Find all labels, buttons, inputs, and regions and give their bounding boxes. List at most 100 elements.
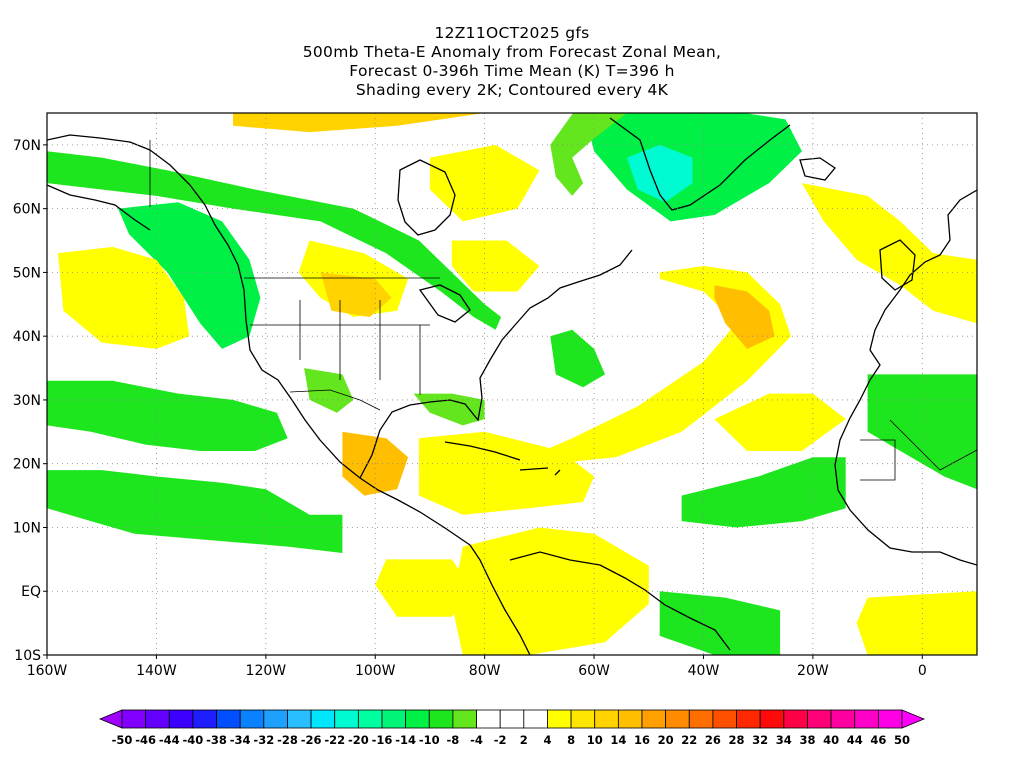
colorbar-swatch: [665, 709, 690, 729]
anomaly-region-tropical-atlantic-green: [681, 457, 846, 528]
colorbar-swatch: [688, 709, 714, 729]
colorbar-label: -32: [253, 733, 274, 747]
colorbar-swatch: [617, 709, 643, 729]
anomaly-region-greenland-green: [584, 113, 802, 222]
anomaly-region-central-pacific-green-band: [47, 380, 288, 451]
colorbar-label: -50: [112, 733, 133, 747]
colorbar-swatch: [547, 709, 572, 729]
colorbar-swatch: [476, 709, 501, 729]
colorbar: -50 -46 -44 -40 -38 -34 -32 -28 -26 -22 -20 -16 -14-…: [98, 709, 926, 747]
colorbar-swatch: [287, 709, 312, 729]
colorbar-swatch: [877, 709, 903, 729]
colorbar-label: -28: [277, 733, 298, 747]
plot-frame: [46, 112, 978, 656]
title-line-4: Shading every 2K; Contoured every 4K: [355, 81, 669, 99]
anomaly-region-west-africa-green: [867, 374, 977, 490]
colorbar-label: -40: [183, 733, 204, 747]
anomaly-region-s-atlantic-yellow: [856, 591, 977, 655]
lat-tick-label: 40N: [13, 329, 41, 345]
lat-tick-label: 10S: [14, 648, 41, 664]
colorbar-label: 20: [658, 733, 674, 747]
map-title: 12Z11OCT2025 gfs 500mb Theta-E Anomaly f…: [0, 24, 1024, 100]
colorbar-label: 32: [752, 733, 768, 747]
anomaly-region-alaska-canada-green-band: [47, 151, 502, 330]
colorbar-label: 16: [634, 733, 650, 747]
anomaly-region-greenland-core: [626, 144, 693, 203]
anomaly-region-north-atlantic-yellow-arc: [528, 266, 791, 464]
colorbar-label: 14: [610, 733, 626, 747]
lon-tick-label: 140W: [136, 663, 177, 679]
anomaly-region-e-pacific-yellow: [375, 559, 474, 617]
colorbar-swatch: [357, 709, 383, 729]
title-line-2: 500mb Theta-E Anomaly from Forecast Zona…: [302, 43, 722, 61]
colorbar-swatch: [192, 709, 217, 729]
anomaly-region-dakotas-orange: [320, 272, 392, 317]
colorbar-label: 28: [729, 733, 745, 747]
anomaly-region-europe-yellow: [801, 183, 977, 324]
colorbar-label: -34: [230, 733, 251, 747]
colorbar-label: 4: [543, 733, 551, 747]
colorbar-swatch: [641, 709, 667, 729]
anomaly-region-african-atlantic-yellow: [714, 393, 846, 451]
colorbar-swatch: [854, 709, 879, 729]
colorbar-label: -22: [324, 733, 345, 747]
lat-tick-label: 50N: [13, 265, 41, 281]
colorbar-swatch: [452, 709, 477, 729]
lat-tick-label: 70N: [13, 138, 41, 154]
political-borders: [149, 140, 977, 481]
colorbar-label: -2: [494, 733, 507, 747]
lon-tick-label: 120W: [246, 663, 287, 679]
colorbar-label: 50: [894, 733, 910, 747]
lon-tick-label: 40W: [688, 663, 720, 679]
colorbar-swatch: [428, 709, 454, 729]
colorbar-label: -46: [135, 733, 156, 747]
colorbar-swatch: [239, 709, 265, 729]
lat-lon-grid: [47, 113, 977, 655]
lon-tick-label: 100W: [355, 663, 396, 679]
title-line-1: 12Z11OCT2025 gfs: [434, 24, 590, 42]
colorbar-label: -14: [395, 733, 416, 747]
colorbar-label: -38: [206, 733, 227, 747]
colorbar-label: -44: [159, 733, 180, 747]
colorbar-swatch: [216, 709, 241, 729]
colorbar-swatch: [310, 709, 336, 729]
colorbar-label: -8: [447, 733, 460, 747]
colorbar-label: 26: [705, 733, 721, 747]
anomaly-region-north-atlantic-orange-core: [714, 285, 775, 349]
colorbar-swatch: [759, 709, 785, 729]
colorbar-swatch: [334, 709, 359, 729]
colorbar-label: 34: [776, 733, 792, 747]
anomaly-region-caribbean-yellow: [419, 431, 595, 515]
colorbar-swatch: [168, 709, 194, 729]
anomaly-region-atlantic-green-blob: [550, 329, 605, 388]
anomaly-region-se-atlantic-green: [659, 591, 781, 655]
colorbar-label: 38: [799, 733, 815, 747]
colorbar-swatch: [381, 709, 407, 729]
anomaly-region-arctic-orange: [233, 113, 485, 133]
colorbar-swatch: [830, 709, 856, 729]
colorbar-swatch: [405, 709, 430, 729]
lat-tick-label: 20N: [13, 457, 41, 473]
colorbar-swatch: [736, 709, 761, 729]
colorbar-label: -26: [301, 733, 322, 747]
lon-tick-label: 160W: [27, 663, 68, 679]
anomaly-region-quebec-yellow: [451, 240, 540, 292]
colorbar-swatch: [570, 709, 596, 729]
lat-tick-label: 10N: [13, 520, 41, 536]
colorbar-swatch: [807, 709, 832, 729]
lon-tick-label: 20W: [797, 663, 829, 679]
colorbar-label: 44: [847, 733, 863, 747]
colorbar-label: -4: [470, 733, 483, 747]
anomaly-region-south-america-yellow: [451, 527, 649, 655]
colorbar-label: -16: [372, 733, 393, 747]
colorbar-label: 8: [567, 733, 575, 747]
colorbar-swatch: [499, 709, 525, 729]
colorbar-label: 2: [520, 733, 528, 747]
lon-tick-label: 60W: [578, 663, 610, 679]
lon-tick-label: 80W: [469, 663, 501, 679]
lat-tick-label: EQ: [21, 584, 41, 600]
colorbar-swatch: [783, 709, 808, 729]
colorbar-label: 46: [870, 733, 886, 747]
colorbar-label: 40: [823, 733, 839, 747]
